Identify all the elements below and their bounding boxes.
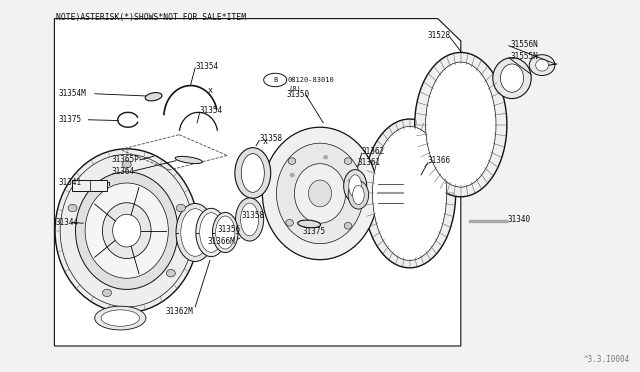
PathPatch shape xyxy=(54,19,461,346)
Ellipse shape xyxy=(262,127,378,260)
Ellipse shape xyxy=(68,204,77,212)
Text: 31365P: 31365P xyxy=(112,155,140,164)
Ellipse shape xyxy=(276,143,364,244)
Text: x: x xyxy=(263,137,268,146)
Ellipse shape xyxy=(102,203,151,259)
Ellipse shape xyxy=(101,310,140,326)
Ellipse shape xyxy=(180,209,210,256)
Ellipse shape xyxy=(122,161,131,168)
Ellipse shape xyxy=(196,208,227,257)
Text: NOTE)ASTERISK(*)SHOWS*NOT FOR SALE*ITEM: NOTE)ASTERISK(*)SHOWS*NOT FOR SALE*ITEM xyxy=(56,13,246,22)
Text: 31364: 31364 xyxy=(112,167,135,176)
Text: ^3.3.I0004: ^3.3.I0004 xyxy=(584,355,630,364)
Ellipse shape xyxy=(176,203,214,262)
Ellipse shape xyxy=(308,180,332,207)
Ellipse shape xyxy=(415,52,507,197)
Text: 31362: 31362 xyxy=(362,147,385,155)
Text: 31358: 31358 xyxy=(242,211,265,219)
Ellipse shape xyxy=(364,119,456,268)
Ellipse shape xyxy=(348,179,353,183)
Ellipse shape xyxy=(294,164,346,223)
Ellipse shape xyxy=(298,220,321,228)
Ellipse shape xyxy=(177,204,186,212)
Text: 31375: 31375 xyxy=(302,227,325,236)
Text: 08120-83010: 08120-83010 xyxy=(288,77,335,83)
Bar xyxy=(72,180,107,191)
Text: 31361: 31361 xyxy=(357,158,380,167)
Ellipse shape xyxy=(348,181,369,209)
Text: 31555N: 31555N xyxy=(510,52,538,61)
Ellipse shape xyxy=(426,62,496,187)
Ellipse shape xyxy=(372,126,447,260)
Text: 31350: 31350 xyxy=(287,90,310,99)
Ellipse shape xyxy=(113,214,141,247)
Text: 31375: 31375 xyxy=(59,115,82,124)
Ellipse shape xyxy=(166,269,175,277)
Ellipse shape xyxy=(344,158,352,164)
Ellipse shape xyxy=(200,213,223,252)
Text: 31354: 31354 xyxy=(200,106,223,115)
Text: 31341: 31341 xyxy=(59,178,82,187)
Text: (8): (8) xyxy=(288,85,301,92)
Ellipse shape xyxy=(212,212,238,253)
Text: B: B xyxy=(273,77,277,83)
Text: 31354M: 31354M xyxy=(59,89,86,98)
Text: 31358: 31358 xyxy=(259,134,282,143)
Ellipse shape xyxy=(95,306,146,330)
Text: 31366M: 31366M xyxy=(208,237,236,246)
Ellipse shape xyxy=(55,149,198,312)
Ellipse shape xyxy=(175,156,202,164)
Ellipse shape xyxy=(344,222,352,229)
Text: x: x xyxy=(207,86,212,95)
Text: 31356: 31356 xyxy=(218,225,241,234)
Ellipse shape xyxy=(500,64,524,92)
Ellipse shape xyxy=(235,148,271,198)
Ellipse shape xyxy=(344,170,367,202)
Ellipse shape xyxy=(529,55,555,76)
Ellipse shape xyxy=(493,58,531,99)
Ellipse shape xyxy=(102,289,111,296)
Ellipse shape xyxy=(290,173,295,177)
Ellipse shape xyxy=(236,198,264,241)
Text: 31362M: 31362M xyxy=(165,307,193,316)
Ellipse shape xyxy=(323,155,328,160)
Ellipse shape xyxy=(241,154,264,192)
Text: 31556N: 31556N xyxy=(510,40,538,49)
Ellipse shape xyxy=(536,59,548,71)
Ellipse shape xyxy=(216,216,235,249)
Ellipse shape xyxy=(353,185,364,205)
Ellipse shape xyxy=(288,158,296,164)
Ellipse shape xyxy=(349,175,362,197)
Ellipse shape xyxy=(241,203,259,236)
Ellipse shape xyxy=(286,219,294,226)
Circle shape xyxy=(264,73,287,87)
Ellipse shape xyxy=(145,93,162,101)
Text: 31528: 31528 xyxy=(428,31,451,40)
Text: 31344: 31344 xyxy=(55,218,78,227)
Text: 31366: 31366 xyxy=(428,156,451,165)
Text: 31340: 31340 xyxy=(508,215,531,224)
Text: 31354: 31354 xyxy=(195,62,218,71)
Ellipse shape xyxy=(85,183,168,278)
Ellipse shape xyxy=(76,172,178,289)
